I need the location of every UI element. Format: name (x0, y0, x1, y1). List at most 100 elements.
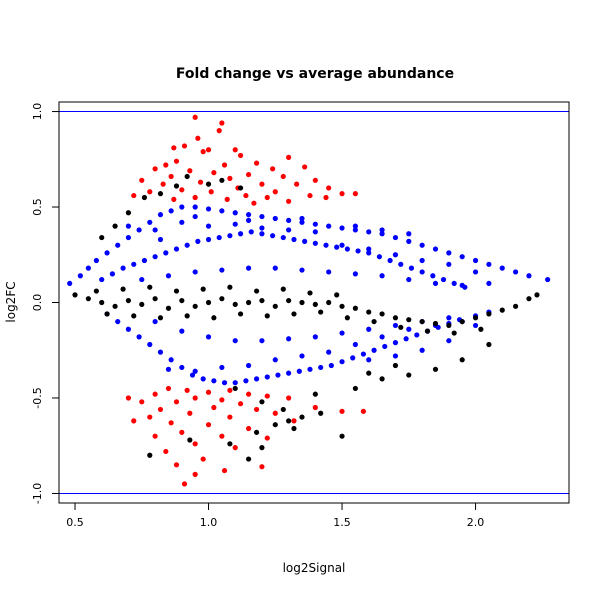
data-point (131, 313, 137, 319)
data-point (355, 248, 361, 254)
data-point (221, 162, 228, 168)
data-point (286, 336, 292, 342)
data-point (181, 143, 188, 149)
data-point (179, 187, 185, 193)
data-point (125, 297, 132, 304)
data-point (136, 227, 142, 233)
data-point (237, 401, 244, 407)
data-point (270, 166, 276, 172)
data-point (430, 273, 436, 279)
data-point (179, 429, 185, 435)
data-point (187, 410, 193, 416)
data-point (291, 425, 297, 432)
data-point (406, 231, 412, 237)
data-point (286, 297, 292, 304)
data-point (286, 217, 292, 223)
data-point (379, 311, 385, 317)
data-point (192, 194, 198, 201)
data-point (472, 322, 479, 329)
data-point (179, 364, 185, 371)
data-point (408, 265, 415, 271)
data-point (379, 334, 385, 340)
data-point (302, 238, 308, 244)
data-point (272, 303, 278, 309)
data-point (139, 301, 145, 308)
data-point (189, 372, 196, 378)
data-point (392, 322, 399, 329)
data-point (312, 177, 318, 183)
data-point (432, 280, 439, 287)
data-point (192, 114, 198, 120)
data-point (232, 445, 238, 451)
data-point (99, 234, 105, 241)
data-point (192, 303, 198, 309)
data-point (216, 234, 222, 241)
data-point (253, 160, 260, 166)
data-point (398, 261, 404, 267)
data-point (486, 261, 492, 267)
data-point (446, 338, 452, 344)
data-point (72, 292, 78, 298)
data-point (205, 147, 212, 153)
data-point (459, 282, 465, 288)
data-point (352, 227, 358, 233)
data-point (451, 280, 457, 287)
y-tick-label: 0.0 (31, 294, 44, 312)
data-point (243, 192, 249, 199)
y-tick-label: -1.0 (31, 483, 44, 504)
data-point (446, 250, 452, 256)
data-point (219, 364, 225, 371)
data-point (227, 387, 233, 393)
data-point (286, 198, 292, 204)
data-point (99, 276, 105, 283)
data-point (157, 212, 164, 218)
data-point (264, 194, 270, 201)
data-point (382, 343, 388, 350)
data-point (173, 183, 180, 189)
data-point (334, 292, 340, 298)
data-point (379, 376, 385, 382)
data-point (93, 257, 99, 264)
data-point (259, 181, 265, 187)
data-point (232, 380, 238, 386)
data-point (131, 192, 137, 199)
data-point (270, 233, 276, 239)
data-point (173, 158, 180, 164)
data-point (152, 391, 158, 397)
data-point (352, 223, 358, 229)
data-point (286, 227, 292, 233)
data-point (291, 311, 297, 317)
data-point (147, 452, 153, 458)
data-point (131, 418, 137, 424)
data-point (200, 149, 206, 155)
data-point (352, 305, 358, 311)
data-point (125, 223, 132, 229)
data-point (291, 236, 297, 243)
data-point (296, 368, 302, 374)
data-point (318, 309, 324, 315)
data-point (227, 441, 233, 447)
data-point (195, 135, 201, 141)
data-point (227, 284, 233, 290)
data-point (350, 355, 356, 361)
data-point (387, 257, 393, 264)
data-point (245, 362, 252, 369)
data-point (245, 391, 252, 397)
data-point (179, 204, 185, 210)
data-point (192, 395, 198, 401)
data-point (486, 311, 492, 317)
data-point (120, 286, 126, 292)
data-point (232, 301, 238, 308)
data-point (259, 399, 265, 405)
data-point (275, 372, 281, 378)
data-point (259, 464, 265, 470)
data-point (139, 177, 145, 183)
data-point (200, 376, 206, 382)
data-point (216, 128, 222, 134)
y-axis: -1.0 -0.5 0.0 0.5 1.0 (31, 103, 60, 504)
series-0 (125, 114, 366, 487)
data-point (147, 189, 153, 195)
data-point (85, 296, 91, 302)
